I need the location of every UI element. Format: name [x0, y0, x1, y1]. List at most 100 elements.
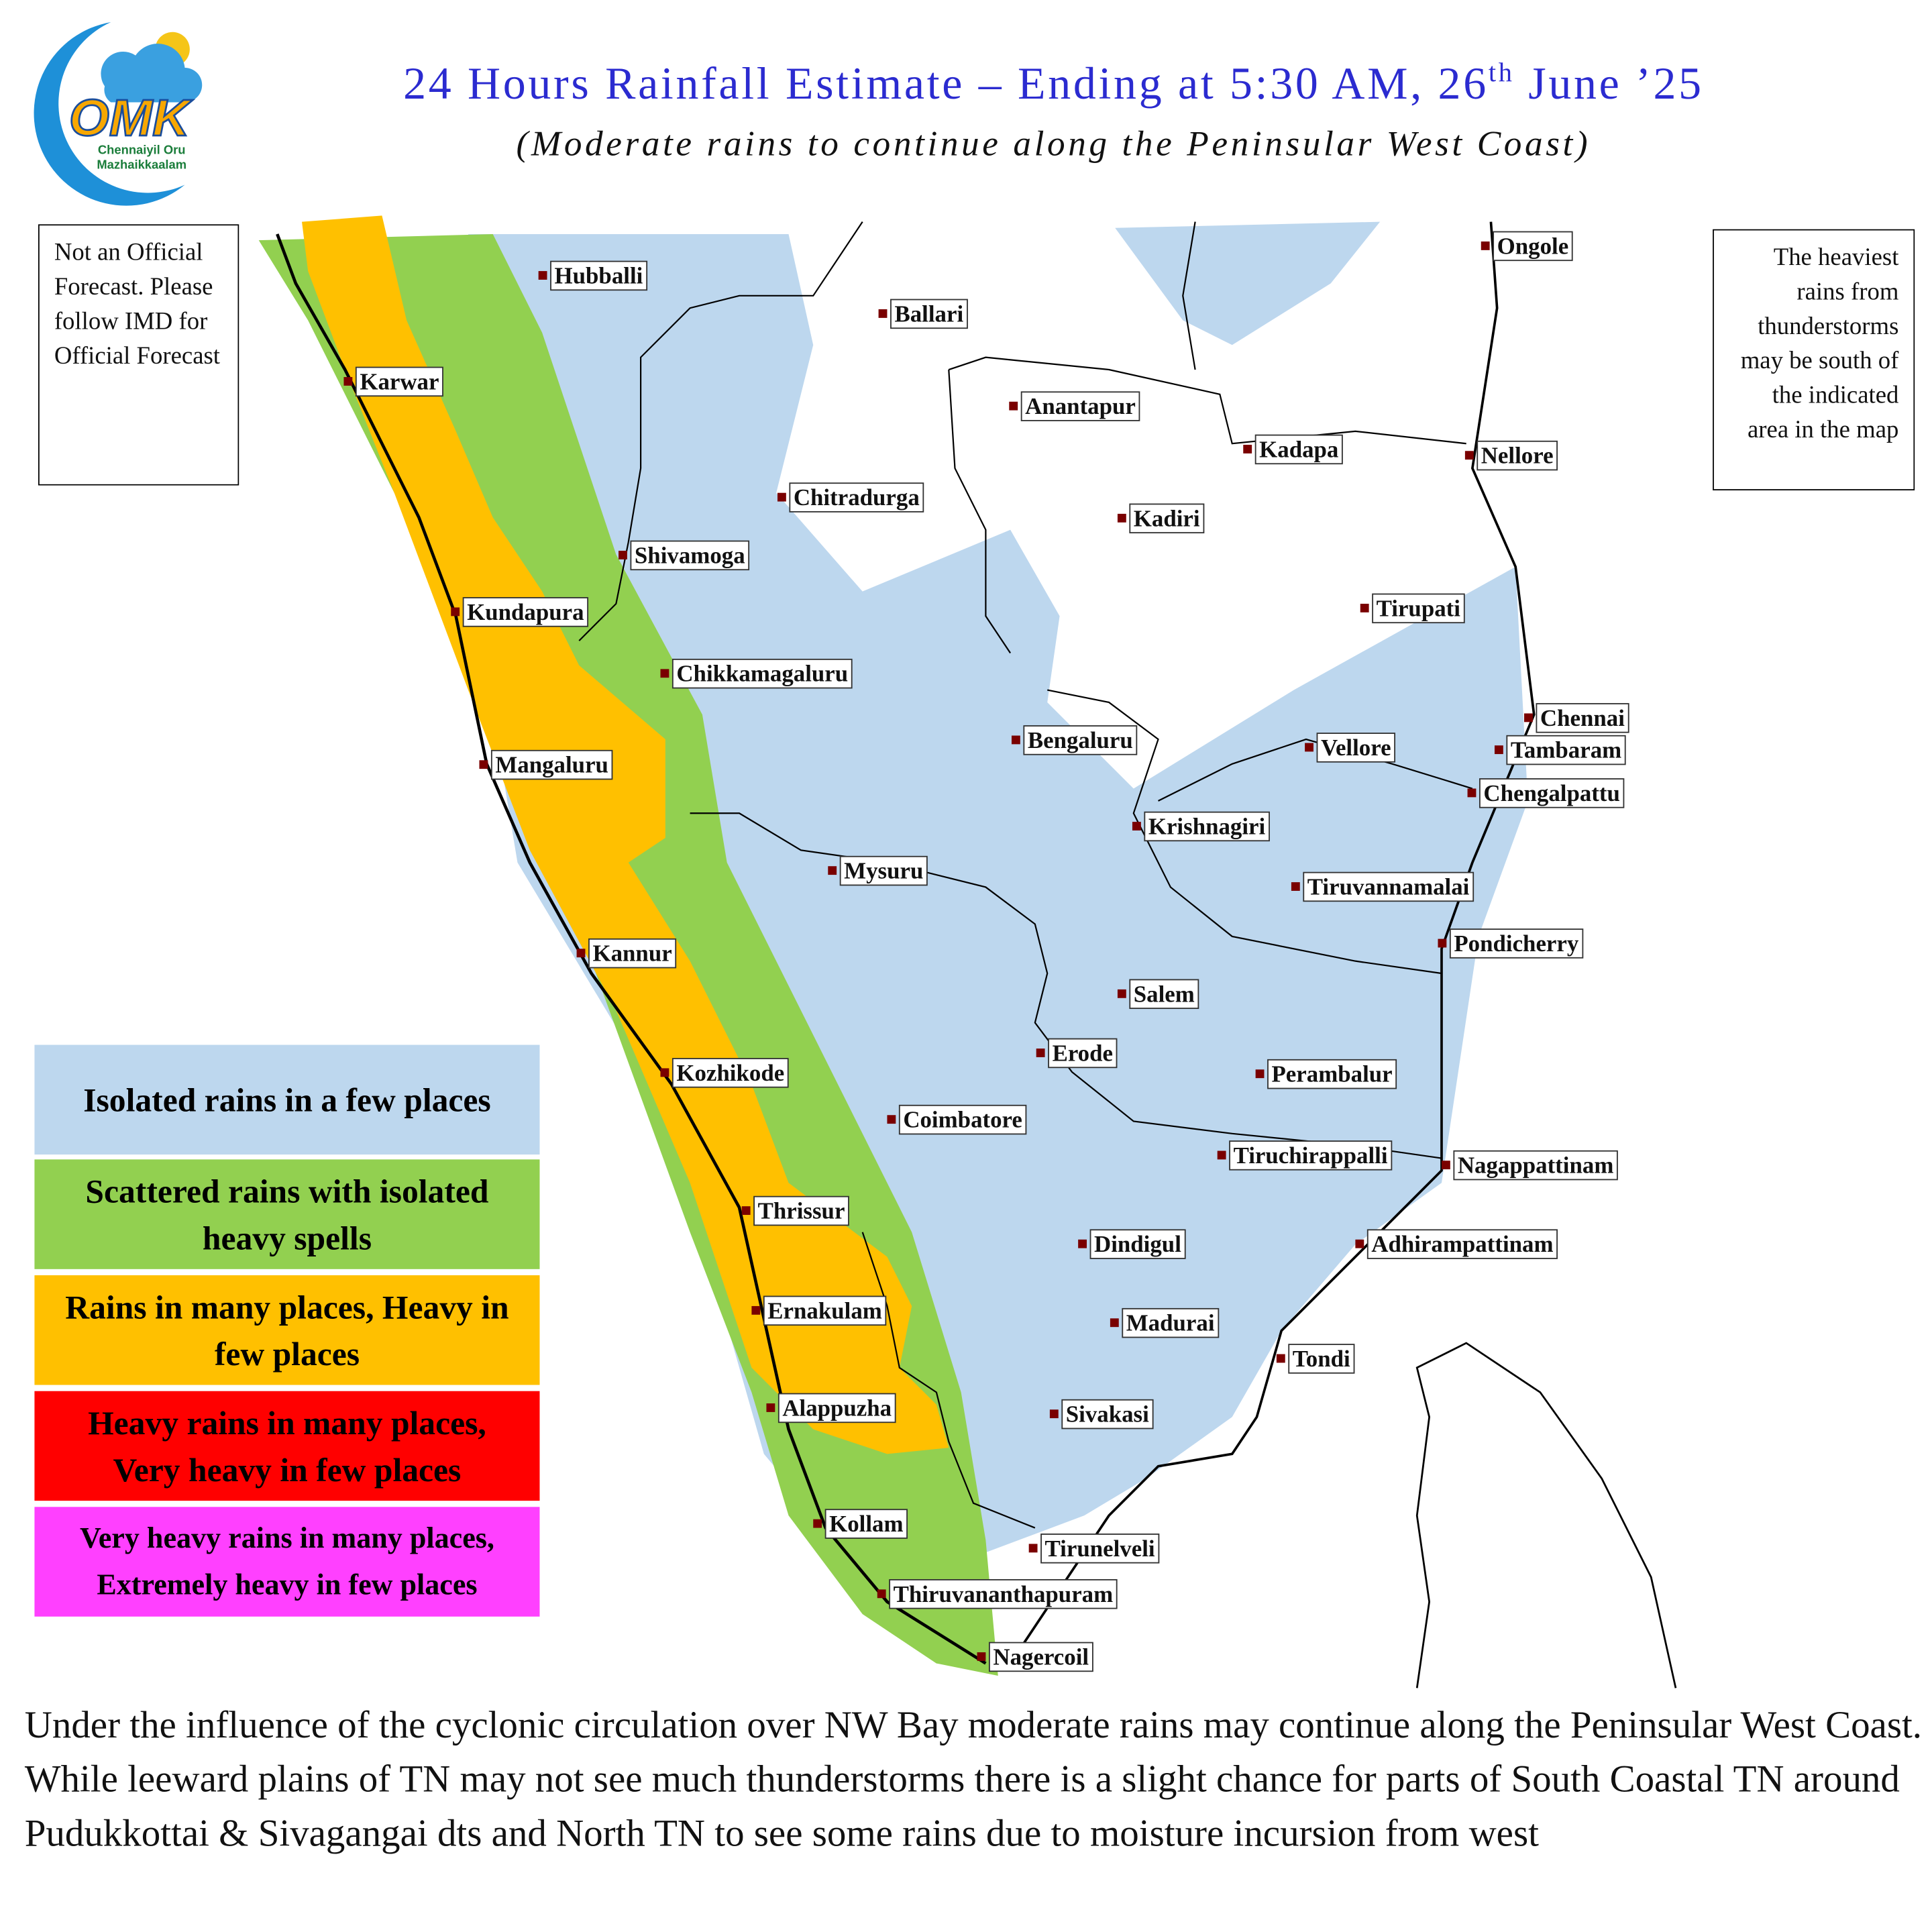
city-marker — [1291, 882, 1300, 891]
sri-lanka-coast — [1415, 1342, 1677, 1688]
city-marker — [1441, 1161, 1450, 1170]
cities: Hubballi Ballari Karwar Anantapur Kadapa Nell… — [343, 231, 1629, 1672]
city-label-box — [1040, 1534, 1160, 1564]
city-marker — [1011, 735, 1020, 745]
legend-swatch — [34, 1391, 540, 1501]
zone-isolated — [1115, 221, 1381, 345]
city-label-box — [550, 260, 648, 291]
city-marker — [741, 1206, 751, 1216]
legend-item: Rains in many places, Heavy in few place… — [65, 1288, 508, 1372]
city-label-box — [1061, 1399, 1154, 1430]
city-label: Tondi — [1293, 1346, 1350, 1372]
title-part: June ’25 — [1515, 58, 1704, 109]
city-label: Kannur — [592, 941, 672, 967]
city-label-box — [889, 1578, 1118, 1609]
city-label: Nagercoil — [993, 1644, 1089, 1670]
city-label: Mangaluru — [495, 752, 608, 778]
city-marker — [1132, 822, 1141, 830]
city-marker — [538, 271, 547, 280]
city-label-box — [1267, 1059, 1397, 1089]
logo: OMK Chennaiyil Oru Mazhaikkaalam — [34, 22, 203, 206]
legend-label: Scattered rains with isolated heavy spel… — [85, 1172, 489, 1256]
city-label-box — [672, 658, 853, 689]
city-label-box — [630, 540, 750, 571]
city-label-box — [1493, 231, 1573, 262]
city-marker — [1110, 1318, 1119, 1328]
city-label-box — [490, 749, 613, 780]
city-marker — [977, 1652, 986, 1661]
legend-swatch — [34, 1159, 540, 1269]
city-marker — [1049, 1409, 1059, 1419]
legend-item: Scattered rains with isolated heavy spel… — [85, 1172, 489, 1256]
city-marker — [1028, 1544, 1038, 1553]
left-note: Not an Official Forecast. Please follow … — [38, 224, 239, 486]
logo-mark: OMK — [69, 89, 193, 147]
right-note-box: The heaviest rains from thunderstorms ma… — [1713, 229, 1915, 491]
city-marker — [660, 669, 669, 678]
legend-swatch — [34, 1044, 540, 1155]
city-marker — [1438, 938, 1447, 948]
state-border — [948, 356, 1466, 445]
city-label: Ongole — [1497, 233, 1569, 259]
title-sup: th — [1489, 57, 1515, 87]
city-label-box — [1023, 725, 1138, 755]
city-label-box — [1366, 1229, 1558, 1259]
right-note: The heaviest rains from thunderstorms ma… — [1713, 229, 1915, 491]
legend-label: Very heavy rains in many places, Extreme… — [79, 1522, 494, 1601]
legend-item: Heavy rains in many places, Very heavy i… — [88, 1403, 486, 1488]
left-note-box: Not an Official Forecast. Please follow … — [38, 224, 239, 486]
city-label-box — [1536, 703, 1629, 733]
city-marker — [887, 1115, 896, 1124]
city-label: Alappuzha — [782, 1395, 892, 1421]
city-label: Kollam — [829, 1511, 903, 1537]
city-label-box — [1122, 1307, 1220, 1338]
city-marker — [1117, 513, 1126, 523]
city-label-box — [1453, 1150, 1618, 1181]
city-label-box — [1089, 1229, 1186, 1259]
city-label-box — [839, 855, 928, 886]
city-label: Perambalur — [1272, 1061, 1393, 1087]
city-label: Salem — [1134, 981, 1195, 1007]
description: Under the influence of the cyclonic circ… — [24, 1703, 1923, 1855]
city-label: Kozhikode — [676, 1060, 784, 1086]
city-marker — [1481, 241, 1490, 250]
city-label-box — [462, 597, 589, 627]
city-marker — [1494, 745, 1503, 755]
city-marker — [766, 1403, 775, 1412]
city-label: Erode — [1053, 1040, 1113, 1066]
city-marker — [619, 551, 627, 559]
city-marker — [576, 949, 586, 958]
city-label: Karwar — [360, 368, 439, 394]
city-marker — [878, 309, 888, 318]
city-label: Chengalpattu — [1483, 780, 1619, 806]
city-marker — [1305, 743, 1313, 752]
state-border — [690, 812, 1442, 1159]
city-label-box — [1303, 871, 1474, 902]
city-label: Coimbatore — [903, 1107, 1022, 1133]
city-label-box — [777, 1393, 896, 1424]
city-label: Chitradurga — [794, 484, 920, 511]
city-label: Thrissur — [758, 1198, 845, 1224]
title: 24 Hours Rainfall Estimate – Ending at 5… — [403, 57, 1704, 109]
state-border — [578, 221, 863, 641]
city-label: Ballari — [894, 301, 963, 327]
city-label: Kadapa — [1259, 436, 1338, 462]
logo-line1: Chennaiyil Oru — [98, 143, 186, 157]
city-marker — [1117, 989, 1126, 998]
city-label: Tiruchirappalli — [1234, 1142, 1388, 1169]
city-label: Anantapur — [1025, 393, 1136, 419]
city-label: Vellore — [1321, 735, 1391, 761]
city-label-box — [1288, 1344, 1355, 1374]
city-label-box — [1254, 434, 1343, 465]
city-label-box — [789, 482, 924, 513]
logo-line2: Mazhaikkaalam — [97, 158, 186, 172]
city-label: Adhirampattinam — [1371, 1231, 1553, 1257]
city-label: Kundapura — [467, 599, 584, 625]
title-part: 24 Hours Rainfall Estimate – Ending at 5… — [403, 58, 1489, 109]
city-label-box — [763, 1295, 887, 1326]
city-marker — [1464, 451, 1474, 460]
legend-label: Heavy rains in many places, Very heavy i… — [88, 1403, 486, 1488]
legend-label: Isolated rains in a few places — [83, 1081, 491, 1118]
city-label: Pondicherry — [1454, 930, 1579, 957]
